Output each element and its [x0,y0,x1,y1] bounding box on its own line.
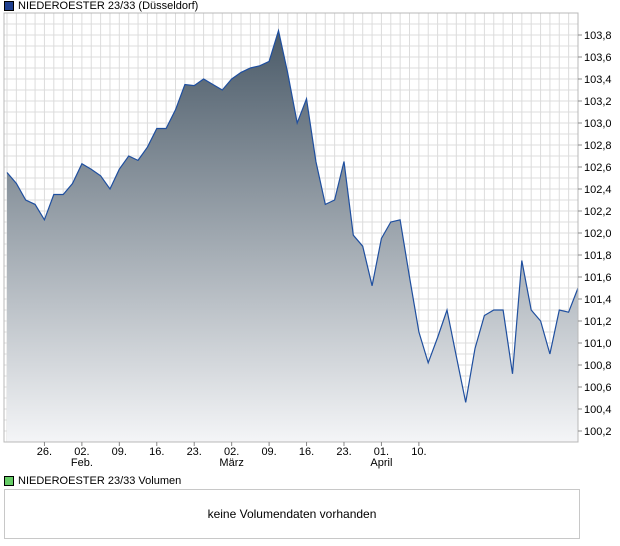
plot-frame [3,12,579,443]
y-tick-label: 101,6 [584,272,612,284]
y-tick-label: 101,8 [584,250,612,262]
x-tick-label: 09. [261,446,276,458]
x-month-label: Feb. [71,457,93,469]
price-legend-swatch [4,1,14,11]
y-tick-label: 102,8 [584,140,612,152]
price-area [7,30,578,442]
y-tick-label: 103,8 [584,30,612,42]
y-tick-label: 100,8 [584,360,612,372]
y-tick-label: 103,6 [584,52,612,64]
y-tick-label: 101,0 [584,338,612,350]
x-tick-label: 09. [112,446,127,458]
x-tick-label: 16. [149,446,164,458]
x-tick-label: 26. [37,446,52,458]
x-axis: 26. 02. 09. 16. 23. 02. 09. 16. 23. 01. 10. Feb. Mär… [37,442,427,469]
volume-panel: keine Volumendaten vorhanden [4,489,580,539]
x-month-label: März [219,457,243,469]
y-tick-label: 100,4 [584,404,612,416]
y-tick-label: 102,2 [584,206,612,218]
y-tick-label: 101,2 [584,316,612,328]
y-tick-label: 102,4 [584,184,612,196]
no-volume-message: keine Volumendaten vorhanden [207,507,377,521]
y-tick-label: 100,6 [584,382,612,394]
x-tick-label: 01. [374,446,389,458]
volume-legend-swatch [4,476,14,486]
price-chart: 100,2 100,4 100,6 100,8 101,0 101,2 101,4 101,6… [3,12,612,469]
y-axis: 100,2 100,4 100,6 100,8 101,0 101,2 101,4 101,6… [578,30,612,438]
y-tick-label: 103,2 [584,96,612,108]
x-month-label: April [370,457,392,469]
volume-legend: NIEDEROESTER 23/33 Volumen [4,475,181,487]
y-tick-label: 101,4 [584,294,612,306]
price-line [6,28,579,403]
x-tick-label: 02. [224,446,239,458]
y-tick-label: 102,6 [584,162,612,174]
x-tick-label: 02. [74,446,89,458]
x-tick-label: 23. [336,446,351,458]
x-tick-label: 23. [187,446,202,458]
x-tick-label: 16. [299,446,314,458]
price-legend: NIEDEROESTER 23/33 (Düsseldorf) [4,0,198,12]
y-tick-label: 103,0 [584,118,612,130]
y-tick-label: 102,0 [584,228,612,240]
x-tick-label: 10. [411,446,426,458]
y-tick-label: 103,4 [584,74,612,86]
volume-legend-label: NIEDEROESTER 23/33 Volumen [18,475,182,487]
y-tick-label: 100,2 [584,426,612,438]
price-legend-label: NIEDEROESTER 23/33 (Düsseldorf) [18,0,199,12]
